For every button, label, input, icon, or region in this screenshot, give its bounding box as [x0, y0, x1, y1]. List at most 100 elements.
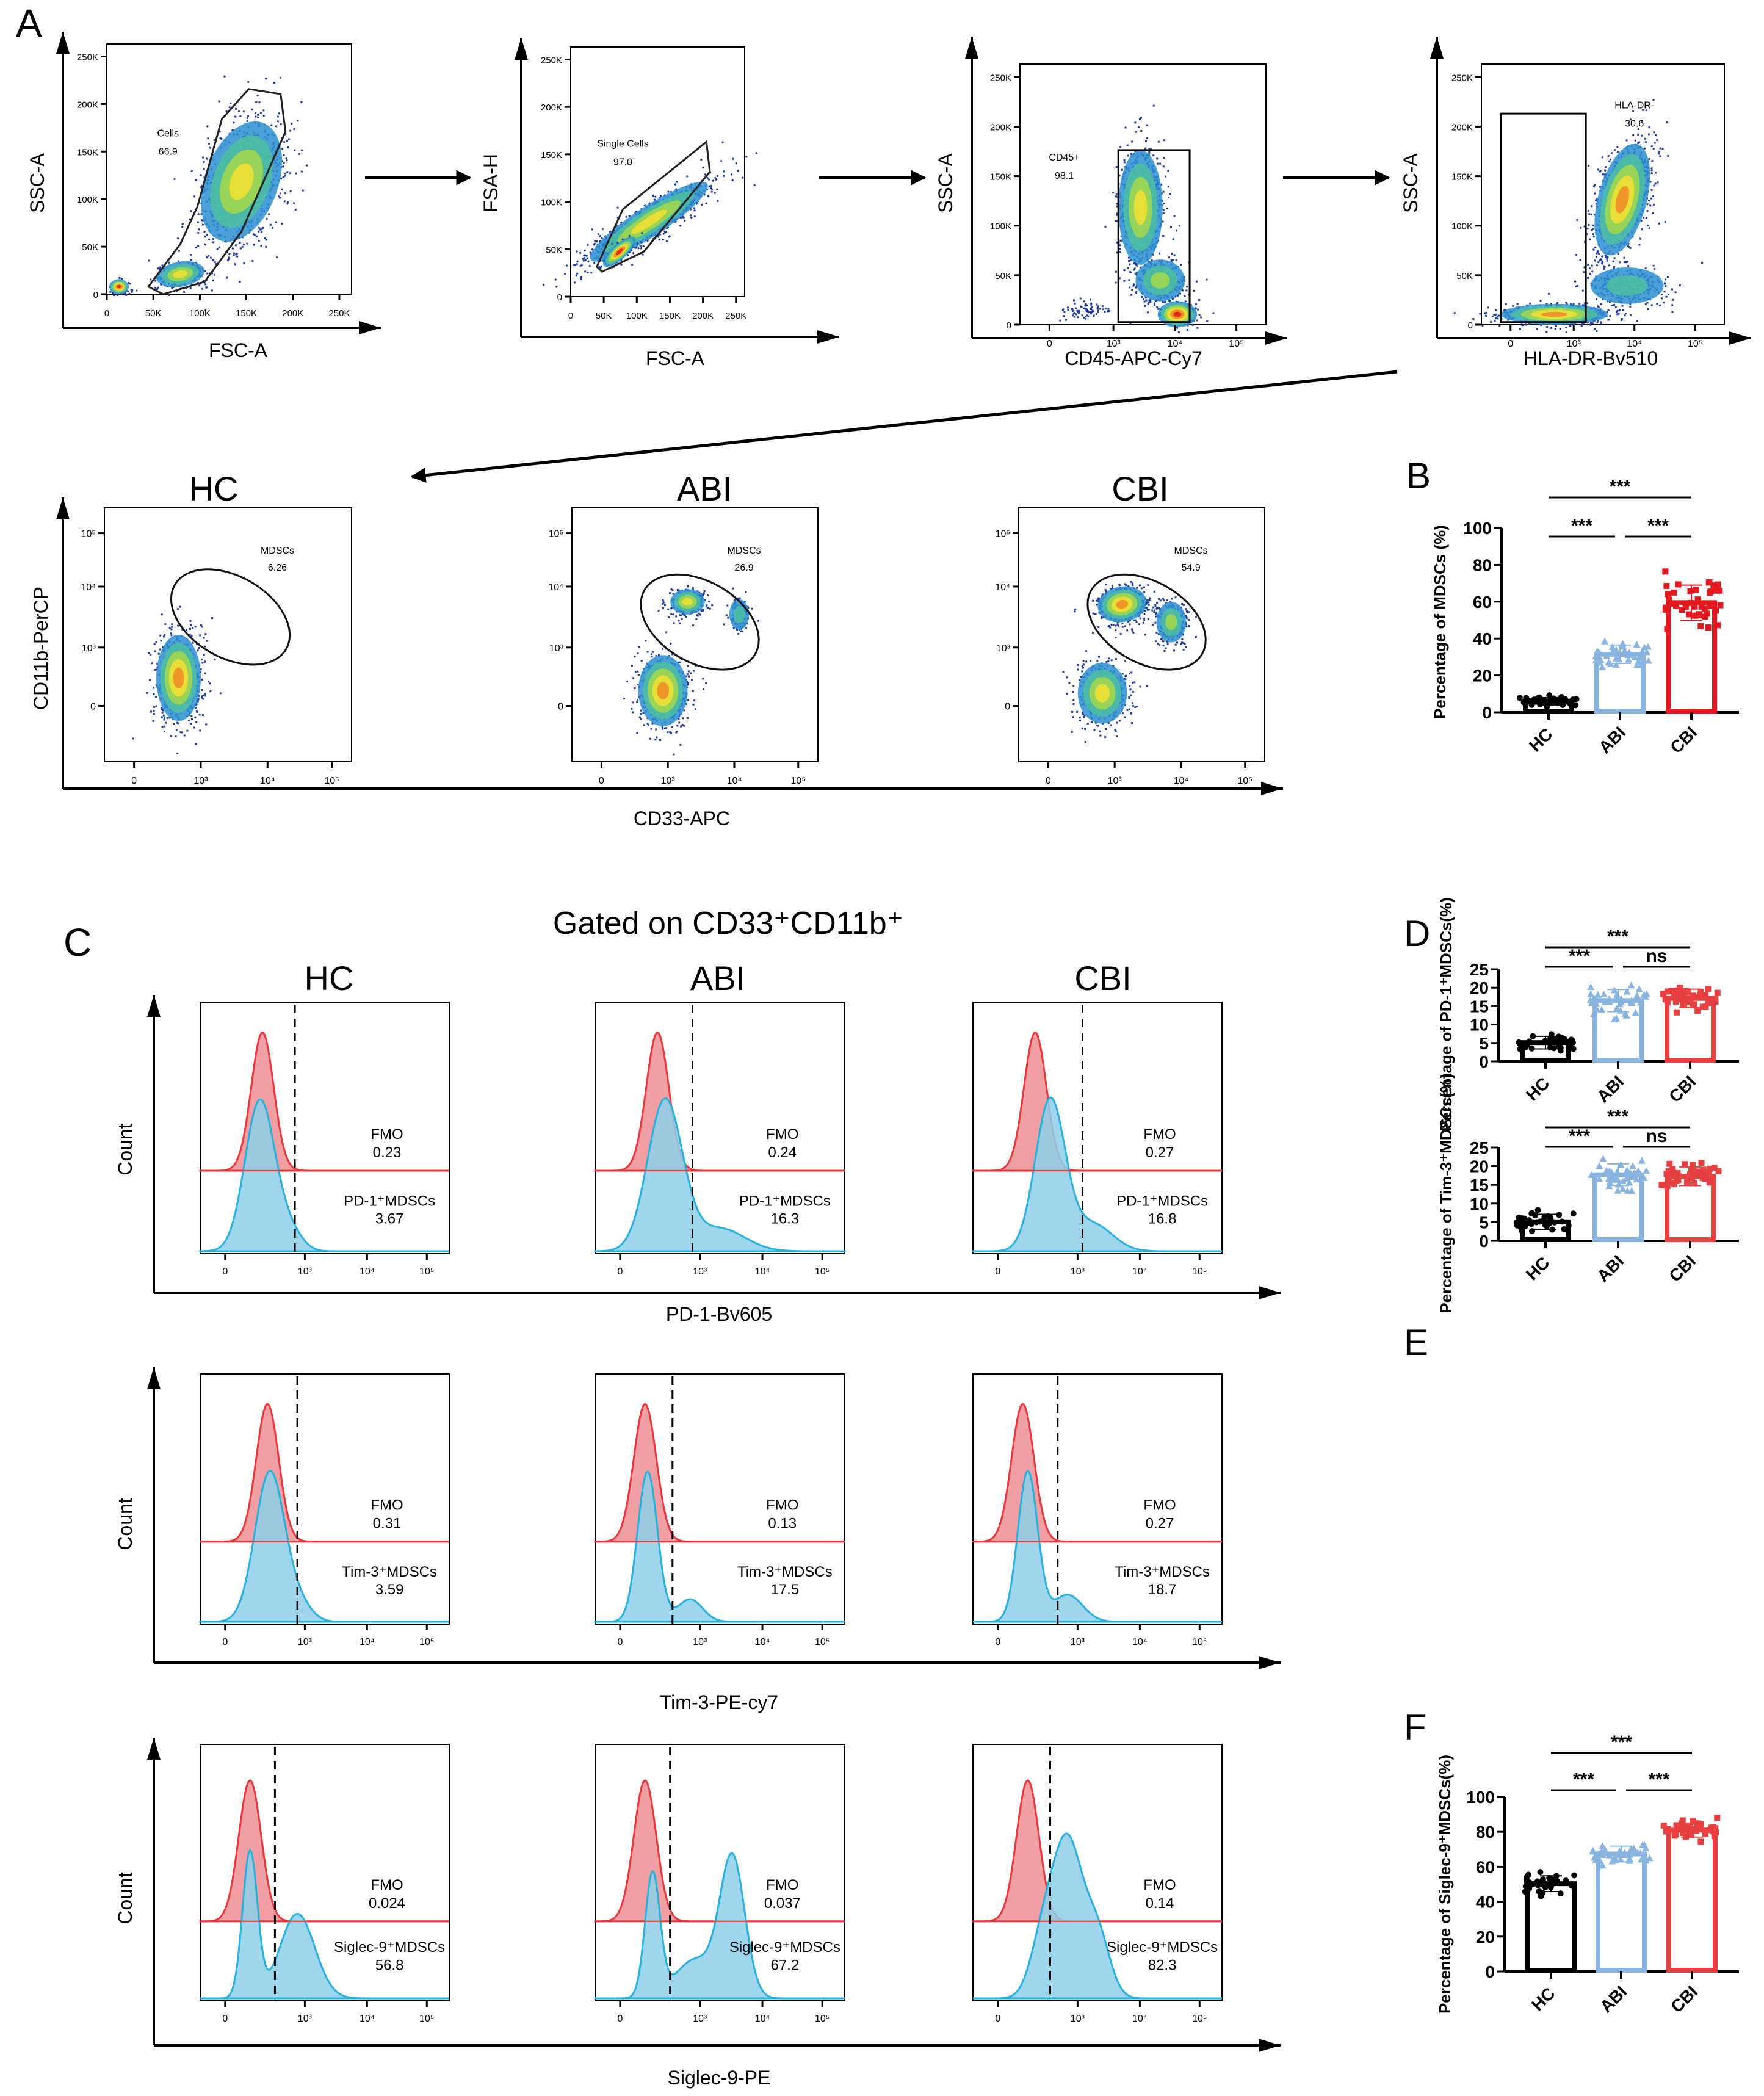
- event-dot: [1490, 321, 1492, 323]
- event-dot: [1115, 270, 1118, 273]
- event-dot: [1167, 186, 1169, 188]
- event-dot: [209, 256, 212, 259]
- event-dot: [1074, 307, 1077, 309]
- event-dot: [1487, 306, 1489, 309]
- event-dot: [1134, 121, 1137, 124]
- event-dot: [1497, 315, 1499, 317]
- event-dot: [1145, 299, 1148, 302]
- event-dot: [1494, 317, 1497, 320]
- event-dot: [1162, 220, 1164, 223]
- y-axis-label: SSC-A: [26, 153, 48, 212]
- event-dot: [1619, 308, 1621, 311]
- event-dot: [1136, 264, 1138, 267]
- event-dot: [234, 262, 237, 266]
- event-dot: [1131, 289, 1133, 291]
- event-dot: [220, 137, 223, 140]
- event-dot: [1594, 328, 1596, 330]
- y-tick-label: 200K: [541, 103, 562, 113]
- event-dot: [1090, 308, 1092, 310]
- event-dot: [1578, 302, 1581, 305]
- event-dot: [1085, 317, 1087, 320]
- gating-plot-4: HLA-DR-30.60 10³ 10⁴ 10⁵050K100K150K200K250…: [1400, 63, 1725, 369]
- event-dot: [1093, 316, 1095, 318]
- event-dot: [1107, 310, 1109, 313]
- event-dot: [1616, 311, 1618, 313]
- event-dot: [264, 77, 267, 80]
- event-dot: [1583, 271, 1585, 273]
- event-dot: [1197, 308, 1199, 311]
- event-dot: [1083, 300, 1085, 303]
- event-dot: [259, 228, 262, 231]
- event-dot: [1138, 118, 1141, 120]
- event-dot: [1590, 322, 1592, 324]
- event-dot: [305, 164, 308, 167]
- event-dot: [1177, 331, 1180, 333]
- y-tick-label: 100K: [541, 198, 562, 208]
- event-dot: [755, 151, 758, 154]
- event-dot: [253, 234, 256, 237]
- event-dot: [1129, 271, 1132, 273]
- panel-label-a: A: [16, 1, 42, 45]
- event-dot: [1198, 298, 1201, 301]
- event-dot: [128, 290, 130, 292]
- event-dot: [203, 167, 206, 170]
- event-dot: [1127, 154, 1129, 157]
- event-dot: [1063, 315, 1065, 317]
- event-dot: [1652, 264, 1655, 267]
- y-tick-label: 200K: [990, 122, 1011, 132]
- event-dot: [1664, 278, 1666, 281]
- event-dot: [206, 233, 208, 236]
- event-dot: [157, 286, 160, 289]
- event-dot: [213, 273, 216, 276]
- event-dot: [1206, 278, 1208, 281]
- event-dot: [256, 114, 259, 117]
- event-dot: [1162, 203, 1165, 205]
- event-dot: [256, 94, 259, 97]
- event-dot: [201, 287, 204, 290]
- event-dot: [262, 109, 265, 112]
- event-dot: [1576, 284, 1578, 287]
- event-dot: [1453, 312, 1456, 314]
- event-dot: [234, 244, 237, 247]
- event-dot: [173, 178, 176, 181]
- arrowhead-icon: [56, 32, 70, 54]
- y-tick-label: 250K: [990, 73, 1011, 83]
- event-dot: [1613, 304, 1616, 306]
- x-tick-label: 100K: [626, 311, 648, 321]
- event-dot: [204, 235, 207, 238]
- event-dot: [1644, 267, 1647, 270]
- event-dot: [1074, 316, 1076, 318]
- event-dot: [1579, 259, 1581, 261]
- event-dot: [1512, 305, 1514, 307]
- event-dot: [1658, 305, 1661, 307]
- event-dot: [281, 188, 283, 191]
- event-dot: [1596, 264, 1598, 267]
- event-dot: [229, 102, 232, 105]
- event-dot: [1130, 294, 1133, 296]
- event-dot: [208, 238, 211, 241]
- event-dot: [1149, 300, 1152, 303]
- event-dot: [280, 177, 283, 180]
- event-dot: [300, 149, 303, 152]
- event-dot: [1148, 301, 1150, 303]
- gate-name: CD45+: [1049, 153, 1079, 163]
- event-dot: [1647, 308, 1649, 311]
- event-dot: [207, 255, 210, 258]
- event-dot: [1672, 298, 1674, 301]
- event-dot: [753, 184, 756, 187]
- event-dot: [1119, 250, 1121, 253]
- event-dot: [236, 255, 239, 258]
- event-dot: [212, 259, 215, 262]
- event-dot: [1134, 131, 1137, 133]
- event-dot: [1597, 306, 1600, 308]
- event-dot: [206, 137, 209, 140]
- event-dot: [1133, 269, 1135, 271]
- event-dot: [176, 237, 179, 240]
- event-dot: [1079, 297, 1082, 300]
- event-dot: [296, 119, 299, 122]
- event-dot: [203, 161, 206, 164]
- y-tick-label: 50K: [546, 245, 562, 255]
- event-dot: [1072, 299, 1075, 302]
- event-dot: [1059, 319, 1061, 322]
- event-dot: [197, 228, 200, 231]
